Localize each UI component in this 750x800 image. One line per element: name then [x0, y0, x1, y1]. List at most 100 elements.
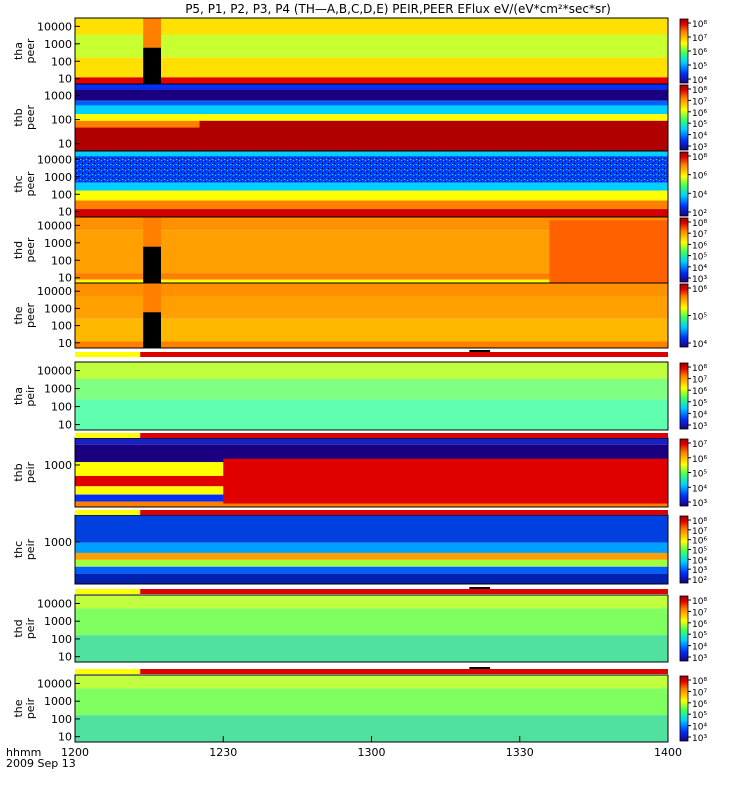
y-tick-label: 10 — [58, 73, 72, 86]
intensity-band — [75, 688, 668, 716]
mode-bar-marker — [469, 587, 491, 589]
colorbar-scale — [679, 438, 689, 507]
colorbar-tick-label: 10³ — [692, 734, 707, 744]
y-tick-label: 10000 — [37, 365, 72, 378]
panel-ylabel: thcpeer — [12, 171, 37, 197]
intensity-band — [75, 200, 668, 210]
panel-ylabel: thbpeer — [12, 105, 37, 131]
x-tick-label: 1300 — [358, 746, 386, 759]
colorbar-tick-label: 10² — [692, 576, 707, 586]
mode-bars — [75, 350, 669, 674]
y-tick-label: 100 — [51, 320, 72, 333]
intensity-band — [75, 209, 668, 217]
y-tick-label: 10000 — [37, 153, 72, 166]
panel-ylabel: thdpeir — [12, 617, 37, 639]
intensity-band — [75, 114, 668, 121]
y-tick-label: 1000 — [44, 695, 72, 708]
mode-bar-before — [75, 433, 141, 438]
panel-ylabel: thdpeer — [12, 237, 37, 263]
intensity-band — [75, 444, 668, 463]
y-tick-label: 1000 — [44, 38, 72, 51]
panel-thb-peir: 1000 thbpeir 10⁷ 10⁶ 10⁵ 10⁴ 10³ — [12, 437, 707, 509]
colorbar-tick-label: 10⁵ — [692, 470, 707, 480]
intensity-band — [75, 399, 668, 430]
y-tick-label: 1000 — [44, 171, 72, 184]
intensity-band — [75, 77, 668, 84]
intensity-band — [75, 362, 668, 379]
y-tick-label: 100 — [51, 401, 72, 414]
date-label: 2009 Sep 13 — [6, 757, 76, 770]
colorbar-tick-label: 10⁶ — [692, 700, 707, 710]
figure-title: P5, P1, P2, P3, P4 (TH—A,B,C,D,E) PEIR,P… — [185, 2, 611, 16]
colorbar-scale — [679, 217, 689, 283]
intensity-band — [75, 438, 668, 445]
panel-ylabel: thepeir — [12, 697, 37, 719]
y-tick-label: 100 — [51, 188, 72, 201]
colorbar: 10⁸ 10⁶ 10⁴ 10² — [679, 151, 707, 219]
colorbar-scale — [679, 362, 689, 430]
colorbar: 10⁸ 10⁷ 10⁶ 10⁵ 10⁴ — [679, 18, 707, 86]
colorbar-tick-label: 10³ — [692, 499, 707, 509]
intensity-band — [75, 190, 668, 201]
y-tick-label: 1000 — [44, 90, 72, 103]
colorbar-tick-label: 10⁵ — [692, 547, 707, 557]
mode-bar-after — [140, 589, 669, 594]
intensity-band — [223, 458, 668, 504]
intensity-band — [75, 273, 668, 280]
data-gap-fill — [143, 217, 161, 247]
mode-bar-marker — [469, 667, 491, 669]
mode-bar-before — [75, 589, 141, 594]
data-gap — [143, 312, 161, 348]
x-tick-label: 1230 — [209, 746, 237, 759]
intensity-band — [75, 515, 668, 543]
panel-ylabel: thbpeir — [12, 461, 37, 483]
colorbar-tick-label: 10⁸ — [692, 597, 707, 607]
y-tick-label: 10 — [58, 731, 72, 744]
colorbar-tick-label: 10⁷ — [692, 230, 707, 240]
panel-frame — [74, 594, 669, 663]
intensity-band — [75, 341, 668, 348]
panel-the-peer: 10000 1000 100 10 thepeer 10⁶ 10⁵ 10⁴ — [12, 282, 707, 350]
x-tick-label: 1330 — [506, 746, 534, 759]
intensity-band — [199, 120, 668, 151]
y-tick-label: 100 — [51, 114, 72, 127]
colorbar-tick-label: 10⁶ — [692, 455, 707, 465]
colorbar: 10⁷ 10⁶ 10⁵ 10⁴ 10³ — [679, 438, 707, 509]
mode-bar-after — [140, 510, 669, 515]
colorbar-tick-label: 10⁴ — [692, 723, 707, 733]
colorbar-tick-label: 10⁷ — [692, 97, 707, 107]
colorbar-scale — [679, 84, 689, 151]
colorbar-tick-label: 10⁸ — [692, 86, 707, 96]
colorbar-tick-label: 10⁸ — [692, 219, 707, 229]
colorbar-scale — [679, 18, 689, 84]
colorbar-tick-label: 10³ — [692, 566, 707, 576]
colorbar-tick-label: 10⁷ — [692, 34, 707, 44]
y-tick-label: 10 — [58, 337, 72, 350]
colorbar-tick-label: 10⁷ — [692, 527, 707, 537]
intensity-band — [75, 182, 668, 191]
colorbar-tick-label: 10⁵ — [692, 62, 707, 72]
colorbar-tick-label: 10⁶ — [692, 241, 707, 251]
mode-bar-before — [75, 669, 141, 674]
panel-tha-peer: 10000 1000 100 10 thapeer 10⁸ 10⁷ 10⁶ 10⁵ 10⁴ — [12, 17, 707, 86]
intensity-band — [75, 552, 668, 560]
y-tick-label: 10000 — [37, 20, 72, 33]
colorbar-tick-label: 10⁷ — [692, 608, 707, 618]
intensity-band — [75, 151, 668, 157]
colorbar-tick-label: 10⁷ — [692, 376, 707, 386]
intensity-band — [75, 34, 668, 58]
colorbar-tick-label: 10⁵ — [692, 120, 707, 130]
colorbar-scale — [679, 675, 689, 742]
colorbar-tick-label: 10⁸ — [692, 20, 707, 30]
colorbar-tick-label: 10⁴ — [692, 76, 707, 86]
intensity-band — [75, 559, 668, 567]
y-tick-label: 10000 — [37, 285, 72, 298]
